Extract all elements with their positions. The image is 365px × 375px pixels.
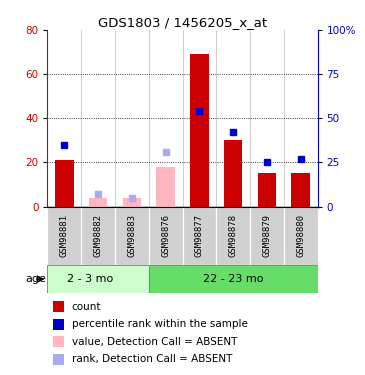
Text: GSM98878: GSM98878 xyxy=(228,214,238,257)
Text: percentile rank within the sample: percentile rank within the sample xyxy=(72,319,247,329)
Text: GSM98880: GSM98880 xyxy=(296,214,305,257)
Bar xyxy=(284,207,318,266)
Bar xyxy=(53,354,64,365)
Bar xyxy=(156,167,175,207)
Bar xyxy=(55,160,74,207)
Text: value, Detection Call = ABSENT: value, Detection Call = ABSENT xyxy=(72,337,237,347)
Bar xyxy=(291,173,310,207)
Bar xyxy=(89,198,107,207)
Bar xyxy=(47,207,81,266)
Text: GSM98879: GSM98879 xyxy=(262,214,272,257)
Text: 2 - 3 mo: 2 - 3 mo xyxy=(66,274,113,284)
Text: rank, Detection Call = ABSENT: rank, Detection Call = ABSENT xyxy=(72,354,232,364)
Bar xyxy=(190,54,209,207)
Bar xyxy=(81,207,115,266)
Bar xyxy=(53,336,64,347)
Text: 22 - 23 mo: 22 - 23 mo xyxy=(203,274,264,284)
Text: GSM98877: GSM98877 xyxy=(195,214,204,257)
Title: GDS1803 / 1456205_x_at: GDS1803 / 1456205_x_at xyxy=(98,16,267,29)
Bar xyxy=(224,140,242,207)
Text: GSM98883: GSM98883 xyxy=(127,214,137,257)
Bar xyxy=(123,198,141,207)
Bar xyxy=(149,266,318,293)
Bar xyxy=(182,207,216,266)
Text: count: count xyxy=(72,302,101,312)
Bar xyxy=(53,301,64,312)
Bar xyxy=(47,266,149,293)
Bar xyxy=(216,207,250,266)
Text: GSM98876: GSM98876 xyxy=(161,214,170,257)
Bar xyxy=(149,207,182,266)
Bar xyxy=(53,319,64,330)
Bar xyxy=(250,207,284,266)
Bar xyxy=(258,173,276,207)
Text: GSM98881: GSM98881 xyxy=(60,214,69,257)
Text: age: age xyxy=(25,274,46,284)
Bar xyxy=(115,207,149,266)
Text: GSM98882: GSM98882 xyxy=(93,214,103,257)
